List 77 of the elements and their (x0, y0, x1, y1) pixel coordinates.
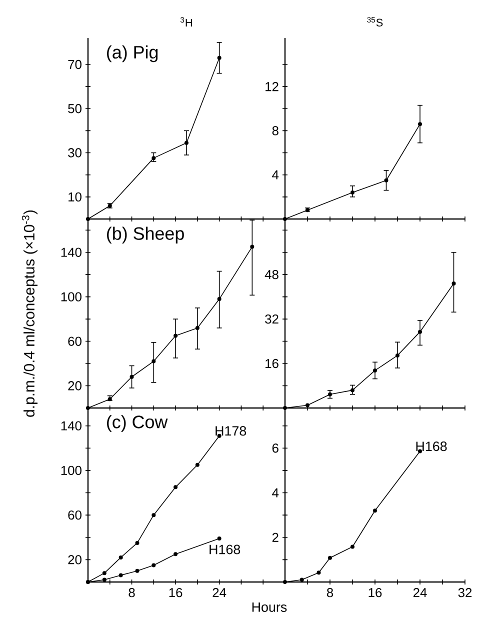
point (300, 578, 304, 582)
point (152, 513, 156, 518)
point (86, 216, 90, 221)
point (174, 552, 178, 556)
point (384, 178, 388, 182)
y-tick-label: 4 (272, 170, 279, 180)
x-tick-label: 24 (413, 588, 427, 598)
y-tick-label: 100 (61, 466, 82, 476)
point (418, 122, 422, 126)
point (152, 563, 156, 568)
y-tick-label: 2 (272, 532, 278, 542)
y-tick-label: 20 (68, 555, 82, 564)
series-label: H178 (216, 426, 246, 436)
y-tick-label: 140 (61, 421, 82, 430)
y-tick-label: 140 (61, 248, 82, 257)
point (118, 555, 123, 560)
chart-title: $^{35}$S (367, 17, 383, 26)
point (174, 485, 178, 490)
annotation: (c) Cow (107, 415, 168, 432)
point (118, 573, 123, 578)
x-tick-label: 8 (128, 588, 135, 598)
point (373, 368, 377, 372)
point (135, 540, 140, 545)
point (195, 326, 200, 330)
y-tick-label: 32 (265, 314, 278, 324)
point (174, 334, 178, 338)
point (306, 403, 310, 408)
point (152, 359, 156, 364)
point (217, 536, 222, 540)
x-tick-label: 16 (169, 588, 182, 598)
point (102, 571, 106, 576)
point (283, 406, 287, 410)
y-axis-title: d.p.m./0.4 ml/conceptus (×10$^{-3}$) (22, 210, 38, 417)
point (396, 353, 400, 358)
x-tick-label: 24 (212, 588, 226, 598)
y-tick-label: 12 (266, 82, 278, 92)
x-tick-label: 16 (368, 588, 382, 598)
x-tick-label: 8 (326, 588, 334, 598)
point (328, 556, 332, 560)
point (373, 508, 377, 513)
point (283, 216, 287, 221)
y-tick-label: 50 (68, 104, 82, 114)
point (135, 568, 140, 573)
y-tick-label: 10 (68, 192, 82, 202)
y-tick-label: 60 (68, 510, 82, 520)
point (102, 578, 106, 582)
point (350, 190, 354, 195)
y-tick-label: 48 (264, 270, 278, 280)
y-tick-label: 100 (61, 292, 82, 302)
point (316, 570, 321, 575)
point (452, 281, 456, 286)
x-axis-title: Hours (252, 602, 287, 612)
y-tick-label: 8 (272, 126, 278, 136)
point (195, 462, 200, 467)
point (350, 544, 354, 549)
point (217, 297, 222, 302)
y-tick-label: 4 (272, 488, 279, 498)
y-tick-label: 16 (266, 358, 278, 368)
point (250, 244, 254, 249)
chart-title: $^{3}$H (180, 17, 192, 26)
point (418, 330, 422, 334)
series-label: H168 (416, 442, 447, 452)
annotation: (a) Pig (107, 45, 158, 62)
annotation: (b) Sheep (107, 226, 184, 244)
y-tick-label: 30 (68, 148, 82, 158)
y-tick-label: 70 (68, 60, 82, 70)
y-tick-label: 60 (68, 336, 82, 346)
series-label: H168 (210, 544, 240, 554)
point (130, 374, 134, 379)
y-tick-label: 20 (68, 381, 82, 390)
point (86, 406, 90, 410)
point (283, 580, 287, 584)
point (350, 388, 354, 392)
x-tick-label: 32 (458, 588, 472, 598)
y-tick-label: 6 (272, 444, 278, 453)
point (184, 140, 188, 145)
point (217, 56, 222, 60)
